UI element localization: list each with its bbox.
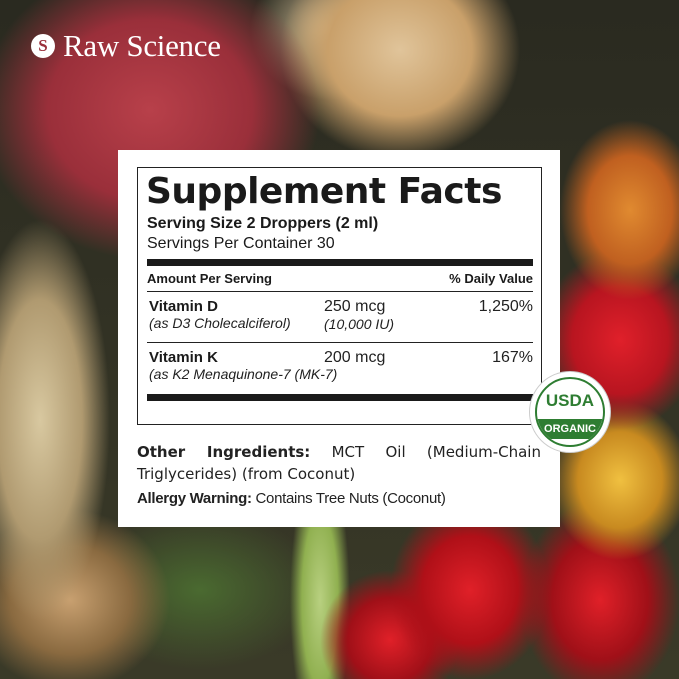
supplement-label: Supplement Facts Serving Size 2 Droppers… [118,150,560,527]
divider [147,394,533,401]
nutrient-source: (as D3 Cholecalciferol) [149,315,291,331]
nutrient-amount: 250 mcg [324,298,386,315]
brand-logo: S Raw Science [31,28,221,64]
daily-value: 167% [492,349,533,366]
other-ingredients-text: MCT Oil (Medium-Chain Triglycerides) (fr… [137,443,541,483]
allergy-warning: Allergy Warning: Contains Tree Nuts (Coc… [137,490,446,507]
header-amount: Amount Per Serving [147,271,272,286]
allergy-label: Allergy Warning: [137,490,252,507]
brand-icon: S [31,34,55,58]
usda-organic-seal: USDA ORGANIC [530,372,610,452]
seal-top-text: USDA [545,391,595,410]
header-daily-value: % Daily Value [449,271,533,286]
amount-note: (10,000 IU) [324,316,395,332]
nutrient-amount: 200 mcg [324,349,386,366]
table-header: Amount Per Serving % Daily Value [147,266,533,292]
daily-value: 1,250% [478,298,533,315]
servings-per-container: Servings Per Container 30 [147,235,335,252]
nutrient-name: Vitamin K [149,349,218,366]
serving-size: Serving Size 2 Droppers (2 ml) [147,215,379,232]
allergy-text: Contains Tree Nuts (Coconut) [251,490,446,507]
other-ingredients: Other Ingredients: MCT Oil (Medium-Chain… [137,441,541,485]
supplement-facts-panel: Supplement Facts Serving Size 2 Droppers… [137,167,542,425]
nutrient-source: (as K2 Menaquinone-7 (MK-7) [149,366,338,382]
table-row: Vitamin D (as D3 Cholecalciferol) 250 mcg… [147,292,533,342]
table-row: Vitamin K (as K2 Menaquinone-7 (MK-7) 200… [147,342,533,392]
other-ingredients-label: Other Ingredients: [137,443,311,461]
seal-bottom-text: ORGANIC [537,419,603,439]
brand-name: Raw Science [63,28,221,63]
divider [147,259,533,266]
nutrient-name: Vitamin D [149,298,218,315]
facts-title: Supplement Facts [146,171,502,212]
